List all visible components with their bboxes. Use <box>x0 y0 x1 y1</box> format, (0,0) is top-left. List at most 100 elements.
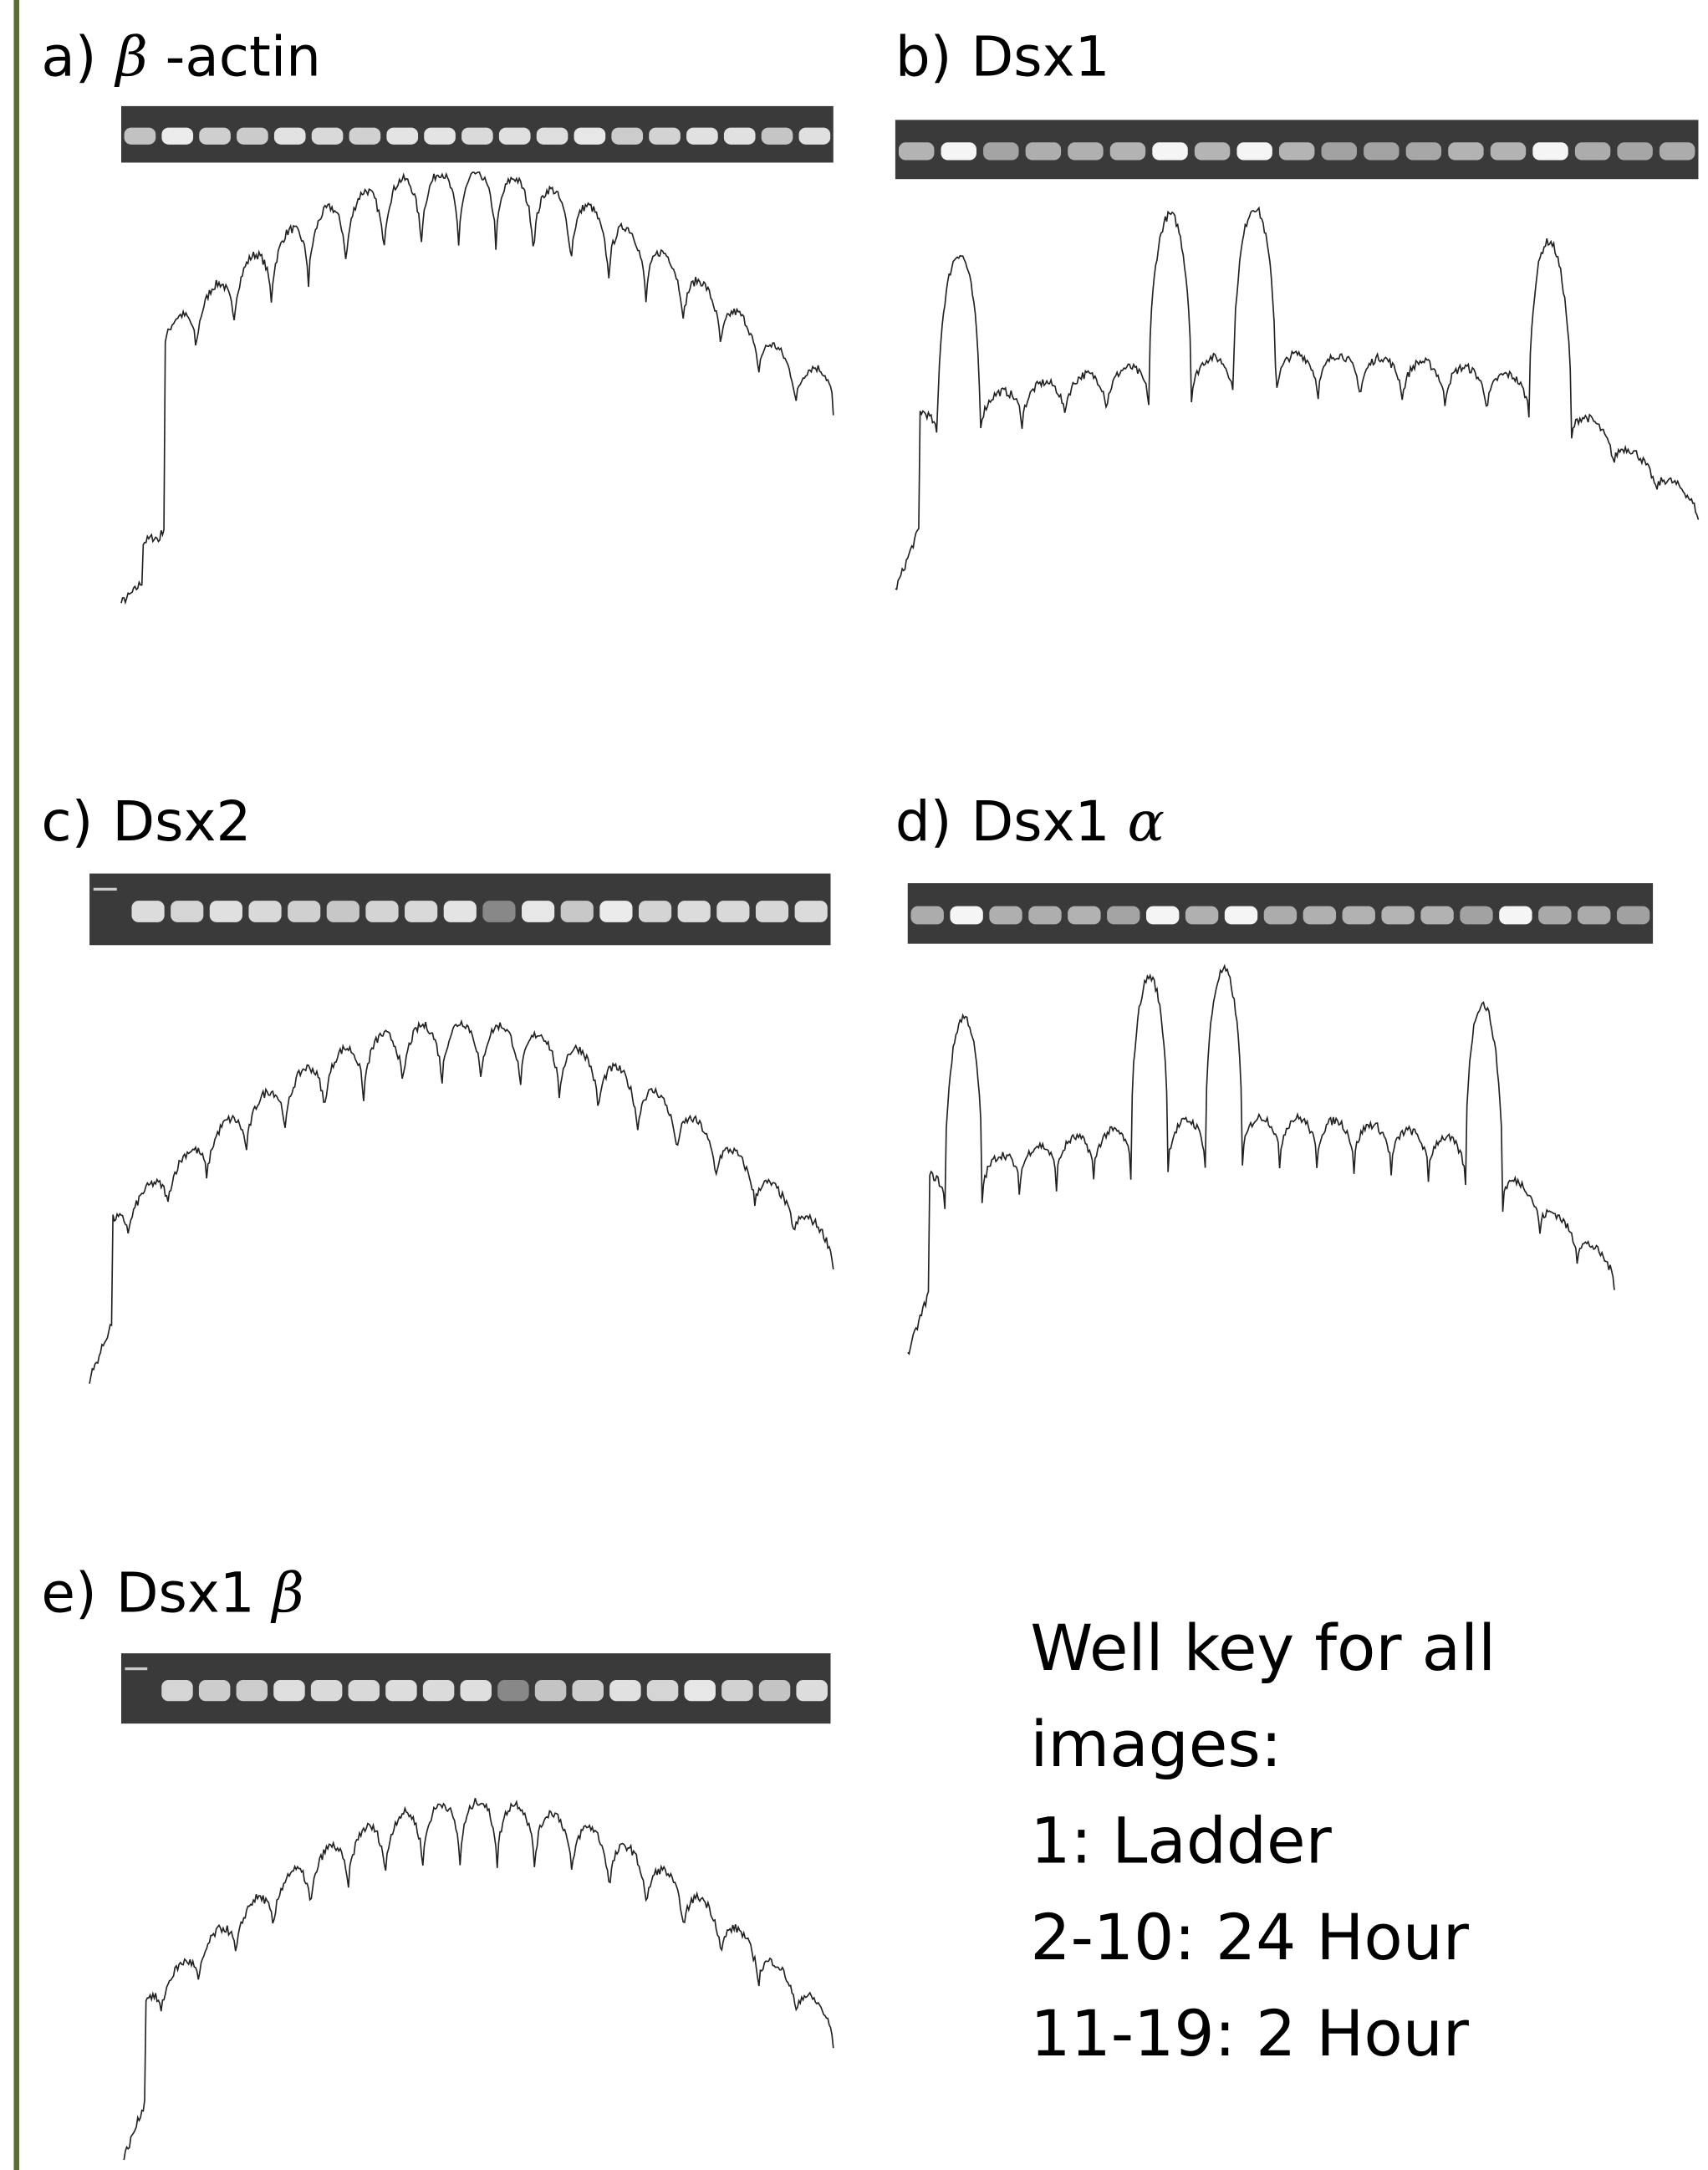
gel-band <box>1617 142 1652 160</box>
gel-band <box>1264 906 1297 925</box>
gel-band <box>899 142 934 160</box>
gel-band <box>444 901 477 922</box>
panel-gene: Dsx2 <box>112 789 251 854</box>
panel-label: c) Dsx2 <box>41 789 251 854</box>
gel-band <box>1107 906 1140 925</box>
gel-band <box>983 142 1018 160</box>
gel-band <box>349 1680 380 1701</box>
well-key-line: Well key for all <box>1030 1611 1496 1685</box>
gel-band <box>759 1680 791 1701</box>
gel-band <box>535 1680 567 1701</box>
gel-band <box>1532 142 1568 160</box>
gel-band <box>1460 906 1492 925</box>
gel-band <box>795 901 828 922</box>
gel-band <box>274 128 306 145</box>
gel-band <box>199 128 231 145</box>
gel-band <box>273 1680 305 1701</box>
panel-letter: b) <box>895 25 952 89</box>
gel-band <box>684 1680 716 1701</box>
gel-band <box>1578 906 1610 925</box>
panel-gene: α <box>1127 789 1164 854</box>
gel-band <box>248 901 281 922</box>
gel-band <box>724 128 756 145</box>
well-key-line: images: <box>1030 1708 1282 1781</box>
gel-band <box>762 128 793 145</box>
gel-band <box>686 128 718 145</box>
panel-letter: e) <box>41 1561 96 1626</box>
gel-band <box>611 128 643 145</box>
gel-band <box>365 901 398 922</box>
gel-band <box>405 901 437 922</box>
panel-gene: β <box>114 25 148 89</box>
gel-band <box>461 128 493 145</box>
gel-band <box>574 128 606 145</box>
gel-band <box>522 901 554 922</box>
gel-band <box>1110 142 1145 160</box>
gel-band <box>756 901 788 922</box>
gel-band <box>647 1680 679 1701</box>
well-key-line: 11-19: 2 Hour <box>1030 1997 1469 2070</box>
gel-band <box>210 901 242 922</box>
gel-band <box>649 128 681 145</box>
gel-ladder <box>125 1667 147 1670</box>
gel-band <box>1026 142 1061 160</box>
densitometry-trace <box>89 1021 834 1383</box>
gel-band <box>1448 142 1483 160</box>
gel-band <box>1322 142 1357 160</box>
gel-band <box>1538 906 1571 925</box>
gel-band <box>1068 906 1100 925</box>
panel-label: a) β -actin <box>41 25 320 89</box>
gel-band <box>639 901 671 922</box>
gel-band <box>386 128 418 145</box>
gel-band <box>161 128 193 145</box>
gel-band <box>349 128 381 145</box>
panel-label: b)Dsx1 <box>895 25 1110 89</box>
gel-band <box>237 1680 268 1701</box>
gel-band <box>1575 142 1610 160</box>
gel-band <box>1381 906 1414 925</box>
gel-band <box>385 1680 417 1701</box>
panel-gene: -actin <box>148 25 321 89</box>
densitometry-trace <box>895 208 1699 590</box>
gel-band <box>327 901 359 922</box>
gel-band <box>1068 142 1103 160</box>
gel-band <box>1364 142 1399 160</box>
gel-band <box>237 128 268 145</box>
gel-band <box>1617 906 1649 925</box>
gel-band <box>1236 142 1272 160</box>
gel-band <box>497 1680 529 1701</box>
gel-band <box>1225 906 1257 925</box>
gel-band <box>1303 906 1336 925</box>
panel-letter: c) <box>41 789 93 854</box>
gel-band <box>721 1680 753 1701</box>
gel-band <box>561 901 594 922</box>
panel-label: d) Dsx1 α <box>895 789 1165 854</box>
gel-band <box>796 1680 828 1701</box>
gel-band <box>572 1680 604 1701</box>
gel-band <box>131 901 164 922</box>
gel-band <box>1660 142 1695 160</box>
panel-letter: a) <box>41 25 96 89</box>
gel-band <box>678 901 711 922</box>
densitometry-trace <box>908 966 1614 1354</box>
gel-band <box>288 901 320 922</box>
gel-band <box>537 128 568 145</box>
gel-band <box>482 901 515 922</box>
gel-band <box>1146 906 1179 925</box>
panel-gene: β <box>270 1561 304 1626</box>
gel-band <box>1406 142 1441 160</box>
panel-letter: d) <box>895 789 952 854</box>
gel-band <box>1152 142 1187 160</box>
panel-gene: Dsx1 <box>971 789 1128 854</box>
gel-band <box>799 128 831 145</box>
gel-band <box>1343 906 1375 925</box>
gel-band <box>1185 906 1218 925</box>
panel-gene: Dsx1 <box>116 1561 273 1626</box>
gel-band <box>199 1680 231 1701</box>
gel-band <box>911 906 944 925</box>
gel-band <box>499 128 531 145</box>
gel-band <box>599 901 632 922</box>
gel-band <box>423 1680 455 1701</box>
well-key-line: 1: Ladder <box>1030 1805 1332 1878</box>
gel-band <box>125 128 156 145</box>
